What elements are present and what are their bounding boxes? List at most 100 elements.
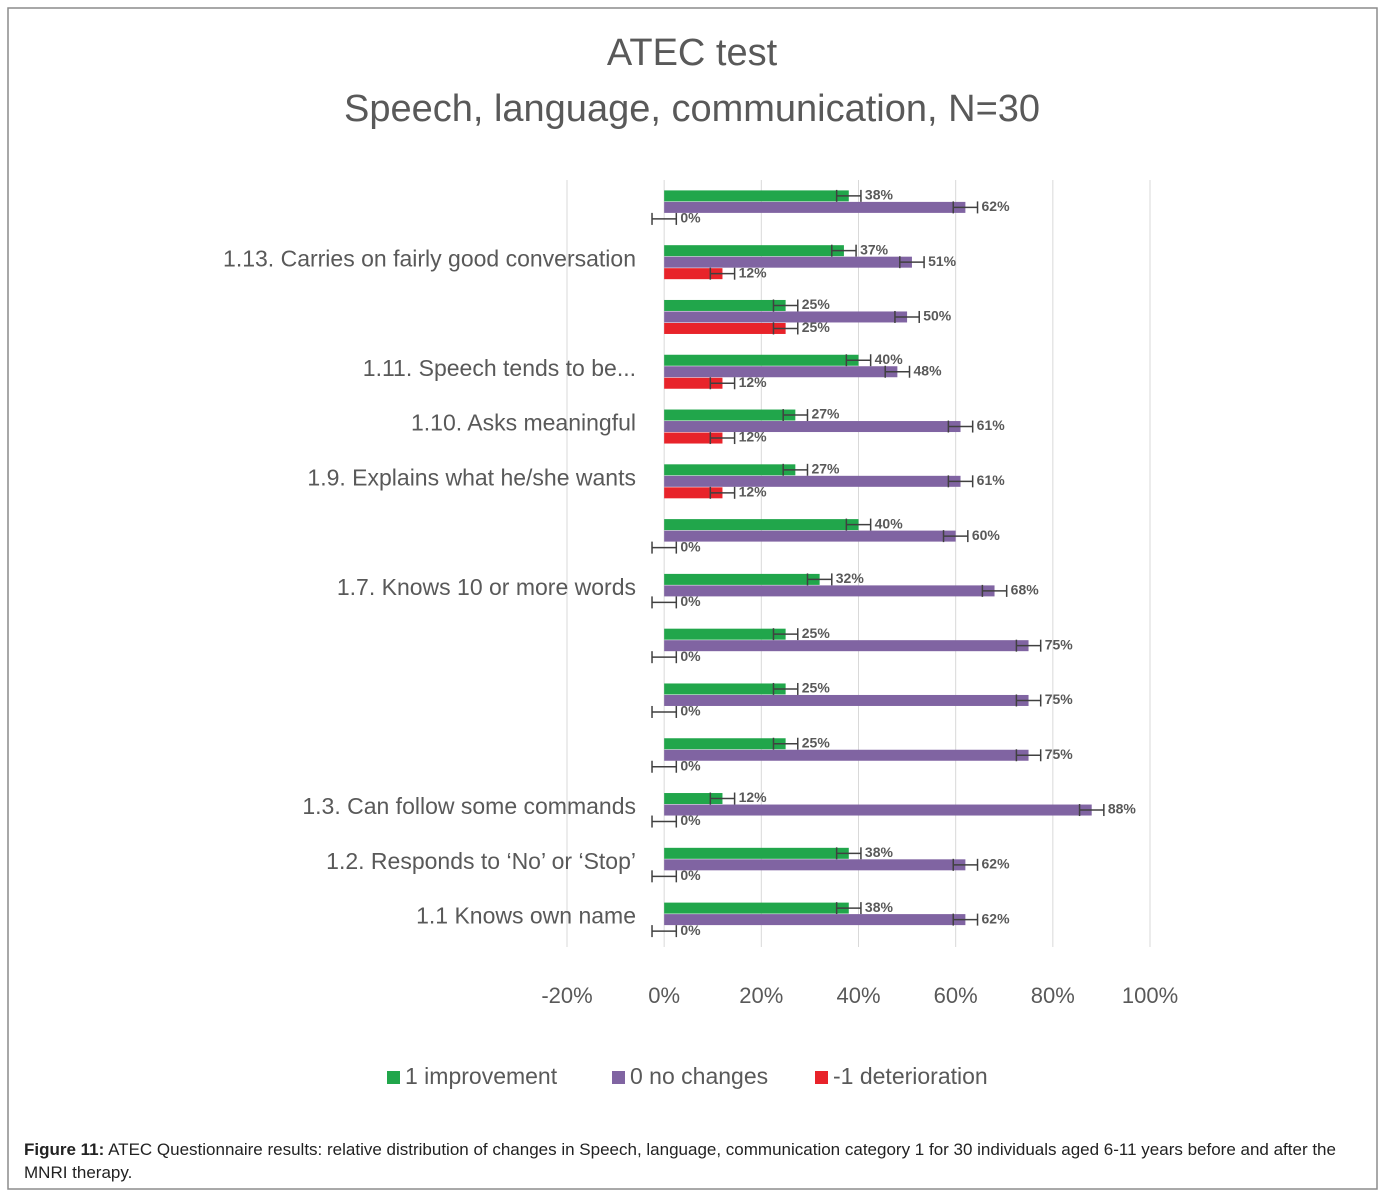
data-label: 0% [680, 648, 701, 664]
data-label: 0% [680, 922, 701, 938]
data-label: 12% [739, 374, 768, 390]
data-label: 61% [977, 417, 1006, 433]
category-label: 1.9. Explains what he/she wants [307, 464, 636, 490]
data-label: 50% [923, 308, 952, 324]
category-label: 1.3. Can follow some commands [302, 793, 636, 819]
caption: Figure 11: ATEC Questionnaire results: r… [24, 1138, 1369, 1184]
bar [664, 628, 786, 640]
data-label: 0% [680, 703, 701, 719]
data-label: 27% [811, 461, 840, 477]
bar [664, 421, 961, 433]
data-label: 51% [928, 253, 957, 269]
caption-label: Figure 11: [24, 1140, 105, 1159]
data-label: 25% [802, 625, 831, 641]
data-label: 88% [1108, 801, 1137, 817]
data-label: 32% [836, 570, 865, 586]
data-label: 0% [680, 867, 701, 883]
bar [664, 793, 723, 805]
data-label: 61% [977, 472, 1006, 488]
bar [664, 683, 786, 695]
legend-swatch [387, 1071, 400, 1084]
bar [664, 914, 966, 926]
data-label: 12% [739, 264, 768, 280]
bar [664, 749, 1029, 761]
x-tick-label: -20% [541, 983, 592, 1008]
data-label: 12% [739, 484, 768, 500]
bar [664, 190, 849, 202]
legend-label: 0 no changes [630, 1063, 768, 1089]
legend-swatch [815, 1071, 828, 1084]
bar [664, 859, 966, 871]
caption-text: ATEC Questionnaire results: relative dis… [24, 1140, 1336, 1182]
category-label: 1.2. Responds to ‘No’ or ‘Stop’ [326, 848, 636, 874]
data-label: 68% [1011, 582, 1040, 598]
data-label: 25% [802, 734, 831, 750]
data-label: 0% [680, 812, 701, 828]
x-tick-label: 80% [1031, 983, 1075, 1008]
bar [664, 487, 723, 499]
bar [664, 201, 966, 213]
data-label: 27% [811, 406, 840, 422]
data-label: 0% [680, 538, 701, 554]
bar [664, 804, 1092, 816]
x-tick-label: 20% [739, 983, 783, 1008]
data-label: 0% [680, 210, 701, 226]
data-label: 25% [802, 680, 831, 696]
data-label: 62% [982, 856, 1011, 872]
data-label: 12% [739, 789, 768, 805]
bar [664, 902, 849, 914]
bar [664, 322, 786, 334]
data-label: 12% [739, 429, 768, 445]
x-tick-label: 100% [1122, 983, 1178, 1008]
data-label: 38% [865, 187, 894, 203]
bar [664, 694, 1029, 706]
bar [664, 432, 723, 444]
x-tick-label: 0% [648, 983, 680, 1008]
bar [664, 464, 796, 476]
data-label: 75% [1045, 636, 1074, 652]
bar [664, 475, 961, 487]
bar [664, 377, 723, 389]
data-label: 62% [982, 198, 1011, 214]
chart-title: ATEC test [607, 32, 778, 74]
bar [664, 847, 849, 859]
bar [664, 366, 898, 378]
bar [664, 640, 1029, 652]
bar [664, 738, 786, 750]
data-label: 62% [982, 910, 1011, 926]
category-label: 1.1 Knows own name [416, 903, 636, 929]
x-tick-label: 60% [934, 983, 978, 1008]
category-label: 1.7. Knows 10 or more words [337, 574, 636, 600]
bar [664, 268, 723, 280]
data-label: 40% [875, 351, 904, 367]
data-label: 37% [860, 241, 889, 257]
frame [7, 7, 1378, 1190]
data-label: 75% [1045, 746, 1074, 762]
bar [664, 256, 912, 268]
data-label: 38% [865, 844, 894, 860]
x-tick-label: 40% [836, 983, 880, 1008]
bar [664, 299, 786, 311]
data-label: 0% [680, 757, 701, 773]
data-label: 60% [972, 527, 1001, 543]
data-label: 40% [875, 515, 904, 531]
data-label: 38% [865, 899, 894, 915]
bar [664, 311, 908, 323]
bar [664, 530, 956, 542]
bar [664, 573, 820, 585]
legend-label: 1 improvement [405, 1063, 558, 1089]
bar [664, 245, 844, 257]
data-label: 75% [1045, 691, 1074, 707]
data-label: 48% [914, 362, 943, 378]
data-label: 0% [680, 593, 701, 609]
category-label: 1.10. Asks meaningful [411, 410, 636, 436]
chart-subtitle: Speech, language, communication, N=30 [344, 88, 1040, 130]
bar [664, 519, 859, 531]
legend-swatch [612, 1071, 625, 1084]
legend-label: -1 deterioration [833, 1063, 988, 1089]
bar [664, 354, 859, 366]
data-label: 25% [802, 296, 831, 312]
category-label: 1.11. Speech tends to be... [363, 355, 636, 381]
